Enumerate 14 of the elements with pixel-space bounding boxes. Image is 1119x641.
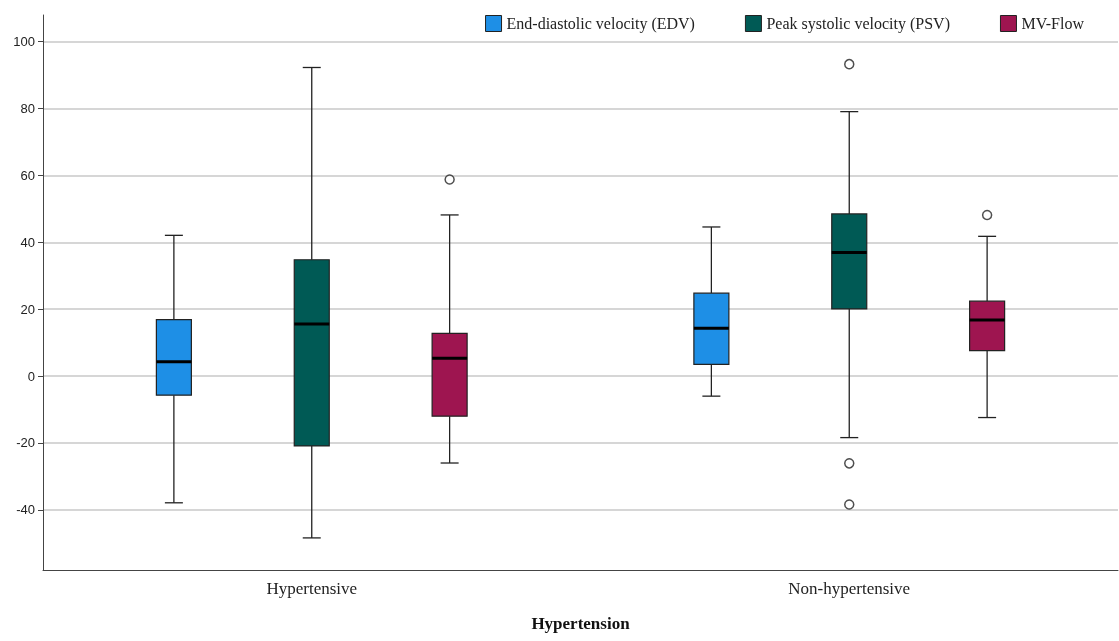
legend-label: End-diastolic velocity (EDV) — [506, 15, 695, 33]
x-tick-label: Hypertensive — [266, 579, 358, 598]
y-tick-label: 60 — [20, 167, 35, 183]
y-tick-label: 0 — [27, 368, 35, 384]
y-tick-label: 40 — [20, 234, 35, 250]
y-tick-label: -20 — [16, 435, 35, 451]
legend-label: MV-Flow — [1021, 15, 1085, 32]
legend-label: Peak systolic velocity (PSV) — [766, 15, 950, 33]
x-tick-label: Non-hypertensive — [788, 579, 911, 598]
x-axis-title: Hypertension — [531, 614, 631, 633]
y-tick-label: 100 — [13, 34, 35, 50]
y-tick-label: 80 — [20, 101, 35, 117]
y-tick-label: 20 — [20, 301, 35, 317]
y-tick-label: -40 — [16, 502, 35, 518]
